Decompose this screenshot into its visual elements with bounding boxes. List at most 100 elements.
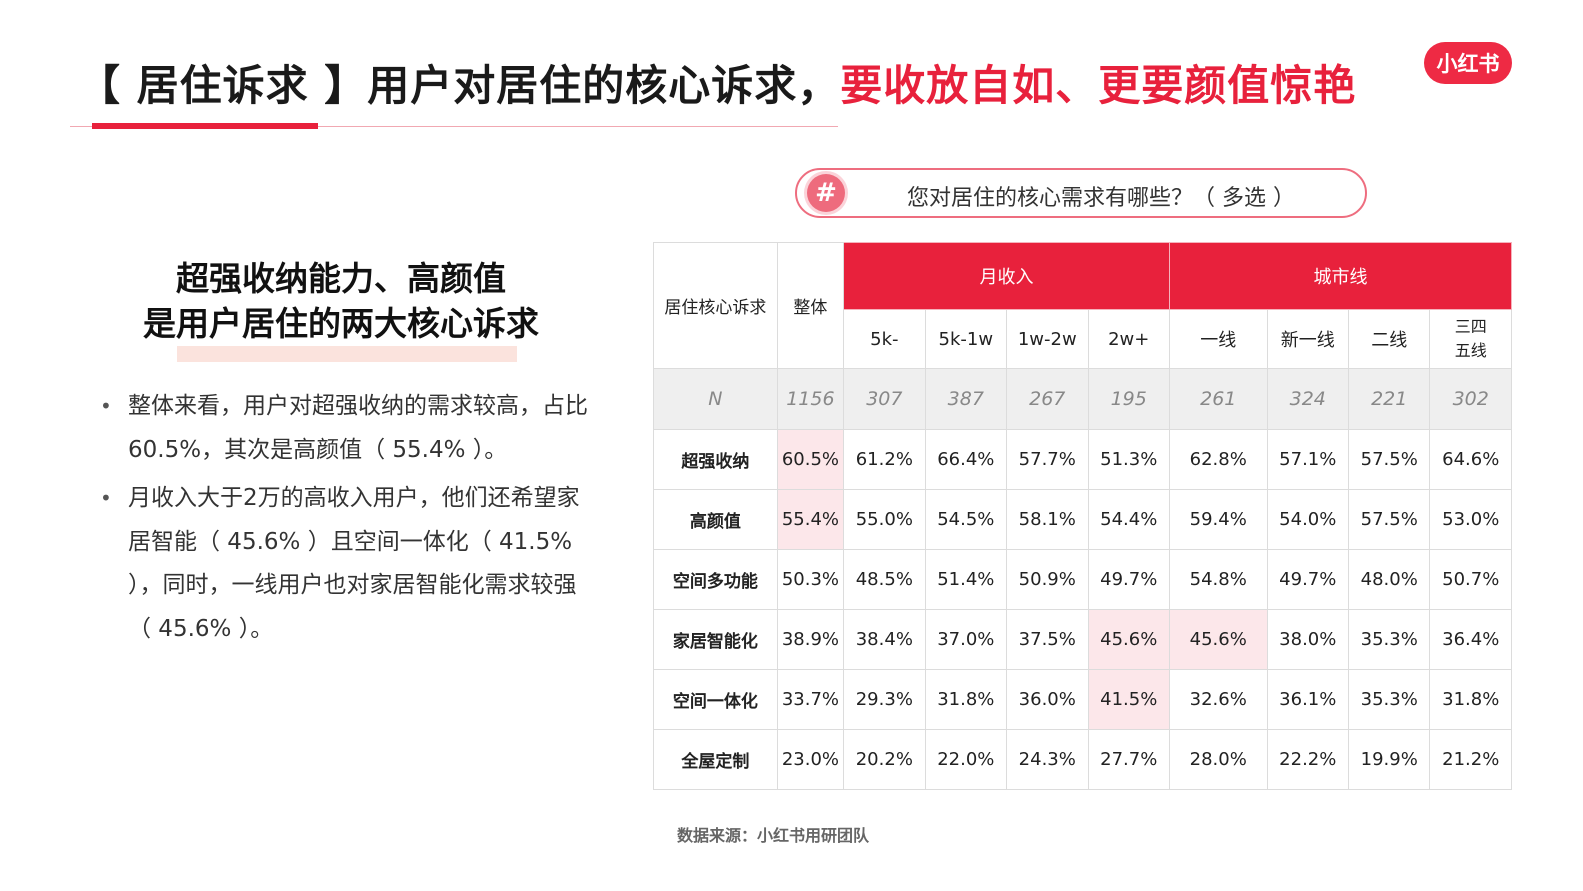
subcol-header: 二线	[1347, 309, 1431, 369]
n-value: 387	[924, 368, 1008, 430]
row-label: 全屋定制	[653, 729, 778, 790]
value-cell: 37.5%	[1006, 609, 1089, 670]
row-label: 空间多功能	[653, 549, 778, 610]
title-divider	[70, 126, 838, 127]
question-banner: # 您对居住的核心需求有哪些？（ 多选 ）	[795, 168, 1367, 218]
value-cell: 54.0%	[1266, 489, 1350, 550]
value-cell: 22.2%	[1266, 729, 1350, 790]
value-cell: 36.1%	[1266, 669, 1350, 730]
value-cell: 57.1%	[1266, 429, 1350, 490]
value-cell: 45.6%	[1168, 609, 1268, 670]
value-cell: 33.7%	[776, 669, 845, 730]
value-cell: 53.0%	[1429, 489, 1512, 550]
value-cell: 20.2%	[843, 729, 926, 790]
overall-header: 整体	[776, 242, 845, 369]
value-cell: 38.0%	[1266, 609, 1350, 670]
value-cell: 45.6%	[1087, 609, 1170, 670]
value-cell: 19.9%	[1347, 729, 1431, 790]
page-title: 【 居住诉求 】用户对居住的核心诉求，要收放自如、更要颜值惊艳	[78, 52, 1356, 113]
value-cell: 27.7%	[1087, 729, 1170, 790]
xiaohongshu-logo: 小红书	[1424, 42, 1512, 84]
n-value: 261	[1168, 368, 1268, 430]
value-cell: 66.4%	[924, 429, 1008, 490]
value-cell: 36.4%	[1429, 609, 1512, 670]
row-label: 高颜值	[653, 489, 778, 550]
value-cell: 48.5%	[843, 549, 926, 610]
survey-table: 居住核心诉求 整体 月收入 城市线 5k- 5k-1w 1w-2w 2w+ 一线…	[653, 242, 1513, 790]
value-cell: 31.8%	[924, 669, 1008, 730]
value-cell: 49.7%	[1087, 549, 1170, 610]
finding-item: 整体来看，用户对超强收纳的需求较高，占比60.5%，其次是高颜值（ 55.4% …	[98, 385, 598, 472]
value-cell: 21.2%	[1429, 729, 1512, 790]
value-cell: 57.5%	[1347, 489, 1431, 550]
value-cell: 35.3%	[1347, 669, 1431, 730]
data-source-note: 数据来源：小红书用研团队	[677, 826, 870, 845]
subcol-header: 三四 五线	[1429, 309, 1512, 369]
value-cell: 32.6%	[1168, 669, 1268, 730]
subcol-header: 1w-2w	[1006, 309, 1089, 369]
value-cell: 51.4%	[924, 549, 1008, 610]
key-finding-line-2: 是用户居住的两大核心诉求	[143, 304, 539, 343]
group-header-income: 月收入	[843, 242, 1170, 310]
value-cell: 62.8%	[1168, 429, 1268, 490]
n-value: 195	[1087, 368, 1170, 430]
value-cell: 35.3%	[1347, 609, 1431, 670]
value-cell: 48.0%	[1347, 549, 1431, 610]
value-cell: 61.2%	[843, 429, 926, 490]
value-cell: 59.4%	[1168, 489, 1268, 550]
value-cell: 57.5%	[1347, 429, 1431, 490]
n-value: 307	[843, 368, 926, 430]
hash-icon: #	[807, 174, 845, 212]
n-label: N	[653, 368, 778, 430]
question-text: 您对居住的核心需求有哪些？（ 多选 ）	[907, 186, 1295, 211]
n-value: 267	[1006, 368, 1089, 430]
n-value: 302	[1429, 368, 1512, 430]
value-cell: 38.9%	[776, 609, 845, 670]
value-cell: 50.9%	[1006, 549, 1089, 610]
value-cell: 38.4%	[843, 609, 926, 670]
value-cell: 51.3%	[1087, 429, 1170, 490]
value-cell: 37.0%	[924, 609, 1008, 670]
value-cell: 55.4%	[776, 489, 845, 550]
table-row: 空间多功能 50.3% 48.5% 51.4% 50.9% 49.7% 54.8% 49.7%…	[653, 549, 1512, 610]
value-cell: 24.3%	[1006, 729, 1089, 790]
value-cell: 58.1%	[1006, 489, 1089, 550]
n-value: 221	[1347, 368, 1431, 430]
value-cell: 28.0%	[1168, 729, 1268, 790]
value-cell: 54.5%	[924, 489, 1008, 550]
value-cell: 23.0%	[776, 729, 845, 790]
value-cell: 22.0%	[924, 729, 1008, 790]
key-finding-heading: 超强收纳能力、高颜值 是用户居住的两大核心诉求	[100, 256, 582, 346]
subcol-header: 一线	[1168, 309, 1268, 369]
heading-highlight-bar	[177, 346, 517, 362]
n-value: 324	[1266, 368, 1350, 430]
value-cell: 55.0%	[843, 489, 926, 550]
value-cell: 29.3%	[843, 669, 926, 730]
value-cell: 64.6%	[1429, 429, 1512, 490]
value-cell: 60.5%	[776, 429, 845, 490]
value-cell: 50.3%	[776, 549, 845, 610]
title-part-main: 【 居住诉求 】用户对居住的核心诉求，	[78, 61, 841, 110]
row-label: 家居智能化	[653, 609, 778, 670]
n-value: 1156	[776, 368, 845, 430]
table-row: 全屋定制 23.0% 20.2% 22.0% 24.3% 27.7% 28.0% 22.2% 1…	[653, 729, 1512, 790]
value-cell: 41.5%	[1087, 669, 1170, 730]
value-cell: 57.7%	[1006, 429, 1089, 490]
table-row: 空间一体化 33.7% 29.3% 31.8% 36.0% 41.5% 32.6% 36.1%…	[653, 669, 1512, 730]
finding-item: 月收入大于2万的高收入用户，他们还希望家居智能（ 45.6% ）且空间一体化（ …	[98, 477, 598, 651]
value-cell: 31.8%	[1429, 669, 1512, 730]
table-row: 高颜值 55.4% 55.0% 54.5% 58.1% 54.4% 59.4% 54.0% 57…	[653, 489, 1512, 550]
title-part-highlight: 要收放自如、更要颜值惊艳	[840, 61, 1357, 110]
subcol-header: 5k-	[843, 309, 926, 369]
corner-header: 居住核心诉求	[653, 242, 778, 369]
group-header-city: 城市线	[1168, 242, 1513, 310]
findings-list: 整体来看，用户对超强收纳的需求较高，占比60.5%，其次是高颜值（ 55.4% …	[98, 385, 598, 656]
value-cell: 50.7%	[1429, 549, 1512, 610]
value-cell: 54.4%	[1087, 489, 1170, 550]
title-accent-bar	[92, 123, 318, 129]
table-row: 超强收纳 60.5% 61.2% 66.4% 57.7% 51.3% 62.8% 57.1% 5…	[653, 429, 1512, 490]
row-label: 空间一体化	[653, 669, 778, 730]
sample-size-row: N 1156 307 387 267 195 261 324 221 302	[653, 368, 1512, 430]
key-finding-line-1: 超强收纳能力、高颜值	[176, 259, 506, 298]
value-cell: 54.8%	[1168, 549, 1268, 610]
